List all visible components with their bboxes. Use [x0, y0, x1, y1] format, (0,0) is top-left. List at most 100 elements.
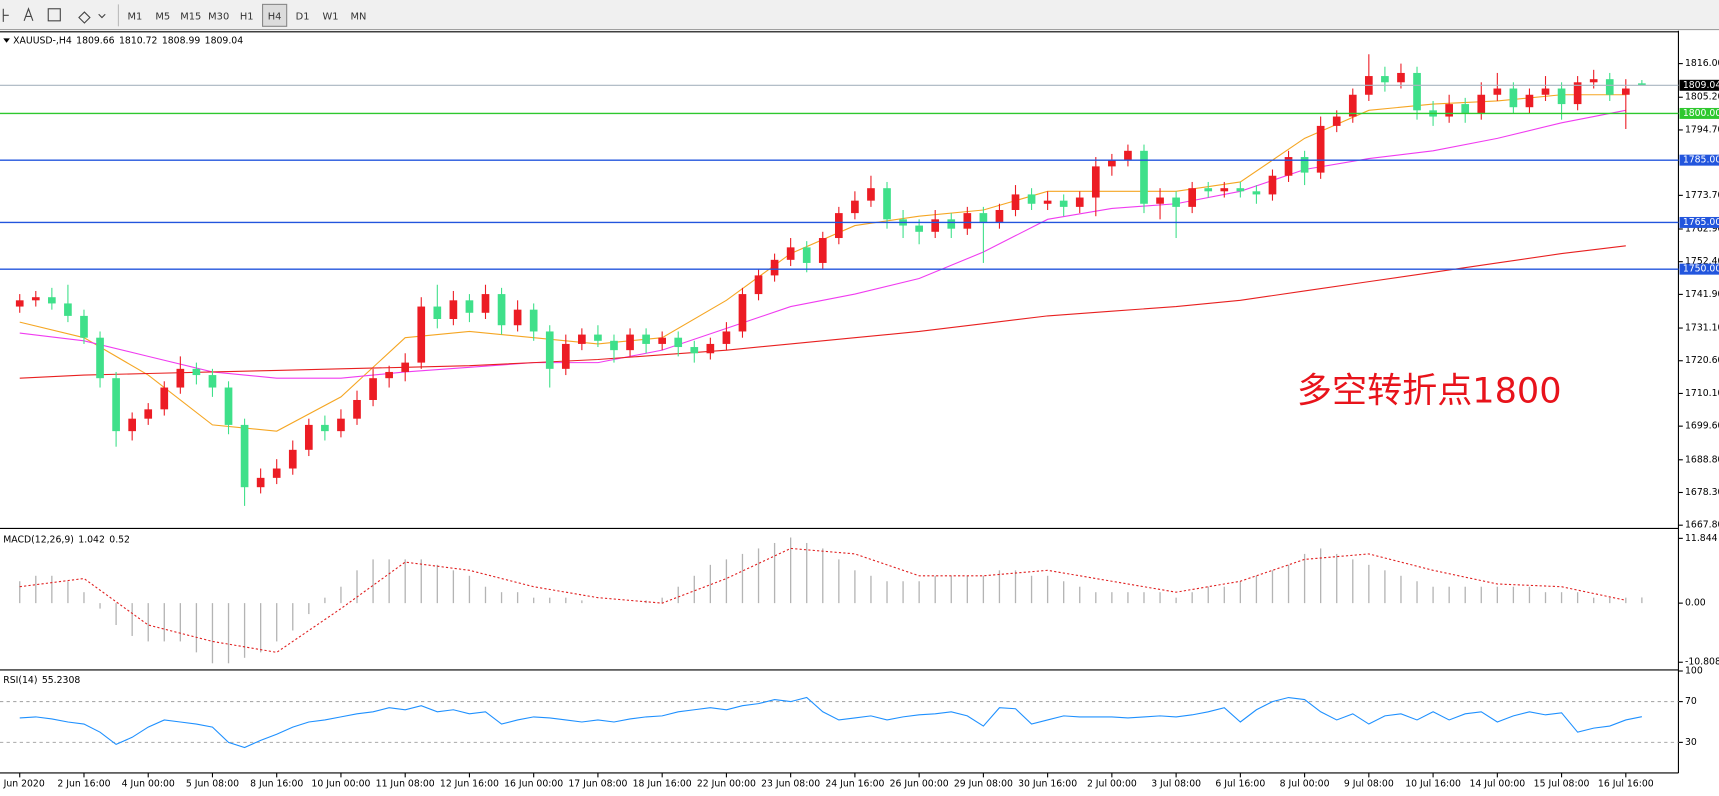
active-button[interactable]: [262, 3, 288, 27]
timeframe-button[interactable]: M15: [180, 11, 201, 22]
price-label: 1809.04: [1683, 80, 1719, 91]
candle-body: [594, 334, 602, 341]
candle-body: [706, 343, 715, 354]
candle-body: [1525, 94, 1534, 108]
candle-body: [1252, 191, 1261, 195]
y-tick-label: 1688.80: [1685, 454, 1719, 465]
candle-body: [353, 399, 361, 419]
candle-body: [690, 347, 699, 354]
candle-body: [15, 300, 24, 307]
collapse-arrow[interactable]: [3, 38, 10, 43]
y-tick-label: 1741.90: [1685, 289, 1719, 300]
x-tick-label: 24 Jun 16:00: [825, 778, 884, 789]
timeframe-button[interactable]: M5: [155, 11, 170, 22]
candle-body: [561, 343, 570, 369]
macd-header: MACD(12,26,9) 1.042 0.52: [3, 534, 130, 545]
x-tick-label: 9 Jul 08:00: [1344, 778, 1394, 789]
price-label-box: [1679, 79, 1719, 91]
candle-body: [1638, 83, 1646, 86]
y-tick-label: 1667.80: [1685, 520, 1719, 531]
candle-body: [754, 275, 763, 295]
annotation: 多空转折点1800: [1297, 371, 1562, 412]
candle-body: [112, 378, 120, 432]
candle-body: [240, 424, 249, 488]
candle-body: [947, 219, 956, 229]
candle-body: [1220, 188, 1229, 192]
candle-body: [1108, 160, 1116, 167]
candle-body: [770, 259, 779, 276]
y-tick-label: 1731.10: [1685, 323, 1719, 334]
toolbar: [0, 0, 1719, 30]
icon-cursor: [2, 8, 9, 22]
x-tick-label: 26 Jun 00:00: [890, 778, 949, 789]
timeframe-button[interactable]: M30: [208, 11, 229, 22]
level-label: 1800.00: [1683, 108, 1719, 119]
candle-body: [1557, 88, 1566, 105]
candle-body: [931, 219, 940, 232]
moving-average: [19, 245, 1626, 379]
y-tick-label: -10.808: [1685, 657, 1719, 668]
candle-body: [1348, 94, 1357, 117]
y-tick-label: 1699.60: [1685, 421, 1719, 432]
candle-body: [1124, 150, 1132, 161]
x-tick-label: 12 Jun 16:00: [440, 778, 499, 789]
candle-body: [1413, 72, 1421, 111]
y-tick-label: 1816.00: [1685, 58, 1719, 69]
timeframe-button[interactable]: H1: [240, 11, 254, 22]
x-tick-label: 10 Jul 16:00: [1405, 778, 1461, 789]
x-tick-label: 30 Jun 16:00: [1018, 778, 1077, 789]
candle-body: [321, 424, 329, 432]
rsi-title: RSI(14): [3, 674, 37, 685]
candle-body: [1621, 88, 1630, 95]
icon-shapes[interactable]: [78, 11, 106, 24]
y-tick-label: 1720.60: [1685, 355, 1719, 366]
level-label: 1785.00: [1683, 155, 1719, 166]
candle-body: [497, 294, 506, 326]
candle-body: [1204, 188, 1213, 192]
candle-body: [1541, 88, 1550, 95]
timeframe-button[interactable]: H4: [268, 11, 282, 22]
level-label-box: [1679, 263, 1719, 275]
candle-body: [578, 334, 586, 344]
candle-body: [1605, 79, 1614, 95]
candle-body: [1091, 166, 1100, 198]
y-tick-label: 1762.90: [1685, 223, 1719, 234]
candle-body: [144, 409, 153, 419]
low: 1808.99: [162, 35, 201, 46]
y-tick-label: 1794.70: [1685, 124, 1719, 135]
macd-title: MACD(12,26,9): [3, 534, 74, 545]
y-tick-label: 1805.20: [1685, 92, 1719, 103]
candle-body: [626, 334, 634, 351]
candle-body: [64, 303, 72, 316]
close: 1809.04: [205, 35, 244, 46]
y-tick-label: 11.844: [1685, 533, 1718, 544]
x-tick-label: 10 Jun 00:00: [311, 778, 370, 789]
candle-body: [256, 477, 265, 488]
timeframe-button[interactable]: MN: [351, 11, 367, 22]
candle-body: [1332, 116, 1341, 126]
candle-body: [1589, 79, 1598, 83]
x-tick-label: 17 Jun 08:00: [568, 778, 627, 789]
signal-value: 0.52: [109, 534, 130, 545]
x-tick-label: 4 Jun 00:00: [122, 778, 175, 789]
candle-body: [176, 368, 185, 388]
timeframe-button[interactable]: M1: [127, 11, 142, 22]
x-tick-label: 8 Jun 16:00: [250, 778, 303, 789]
timeframe-button[interactable]: W1: [323, 11, 339, 22]
rsi-value: 55.2308: [42, 674, 81, 685]
high: 1810.72: [119, 35, 157, 46]
timeframe-button[interactable]: D1: [296, 11, 310, 22]
icon-label[interactable]: [47, 8, 61, 22]
candle-body: [995, 209, 1004, 223]
candle-body: [818, 238, 827, 263]
candle-body: [369, 378, 377, 400]
candle-body: [1493, 88, 1502, 95]
level-label: 1765.00: [1683, 217, 1719, 228]
candle-body: [851, 200, 859, 214]
x-tick-label: 14 Jul 00:00: [1469, 778, 1525, 789]
candle-body: [963, 213, 972, 229]
candle-body: [337, 418, 345, 432]
candle-body: [48, 297, 56, 304]
candle-body: [545, 331, 554, 369]
